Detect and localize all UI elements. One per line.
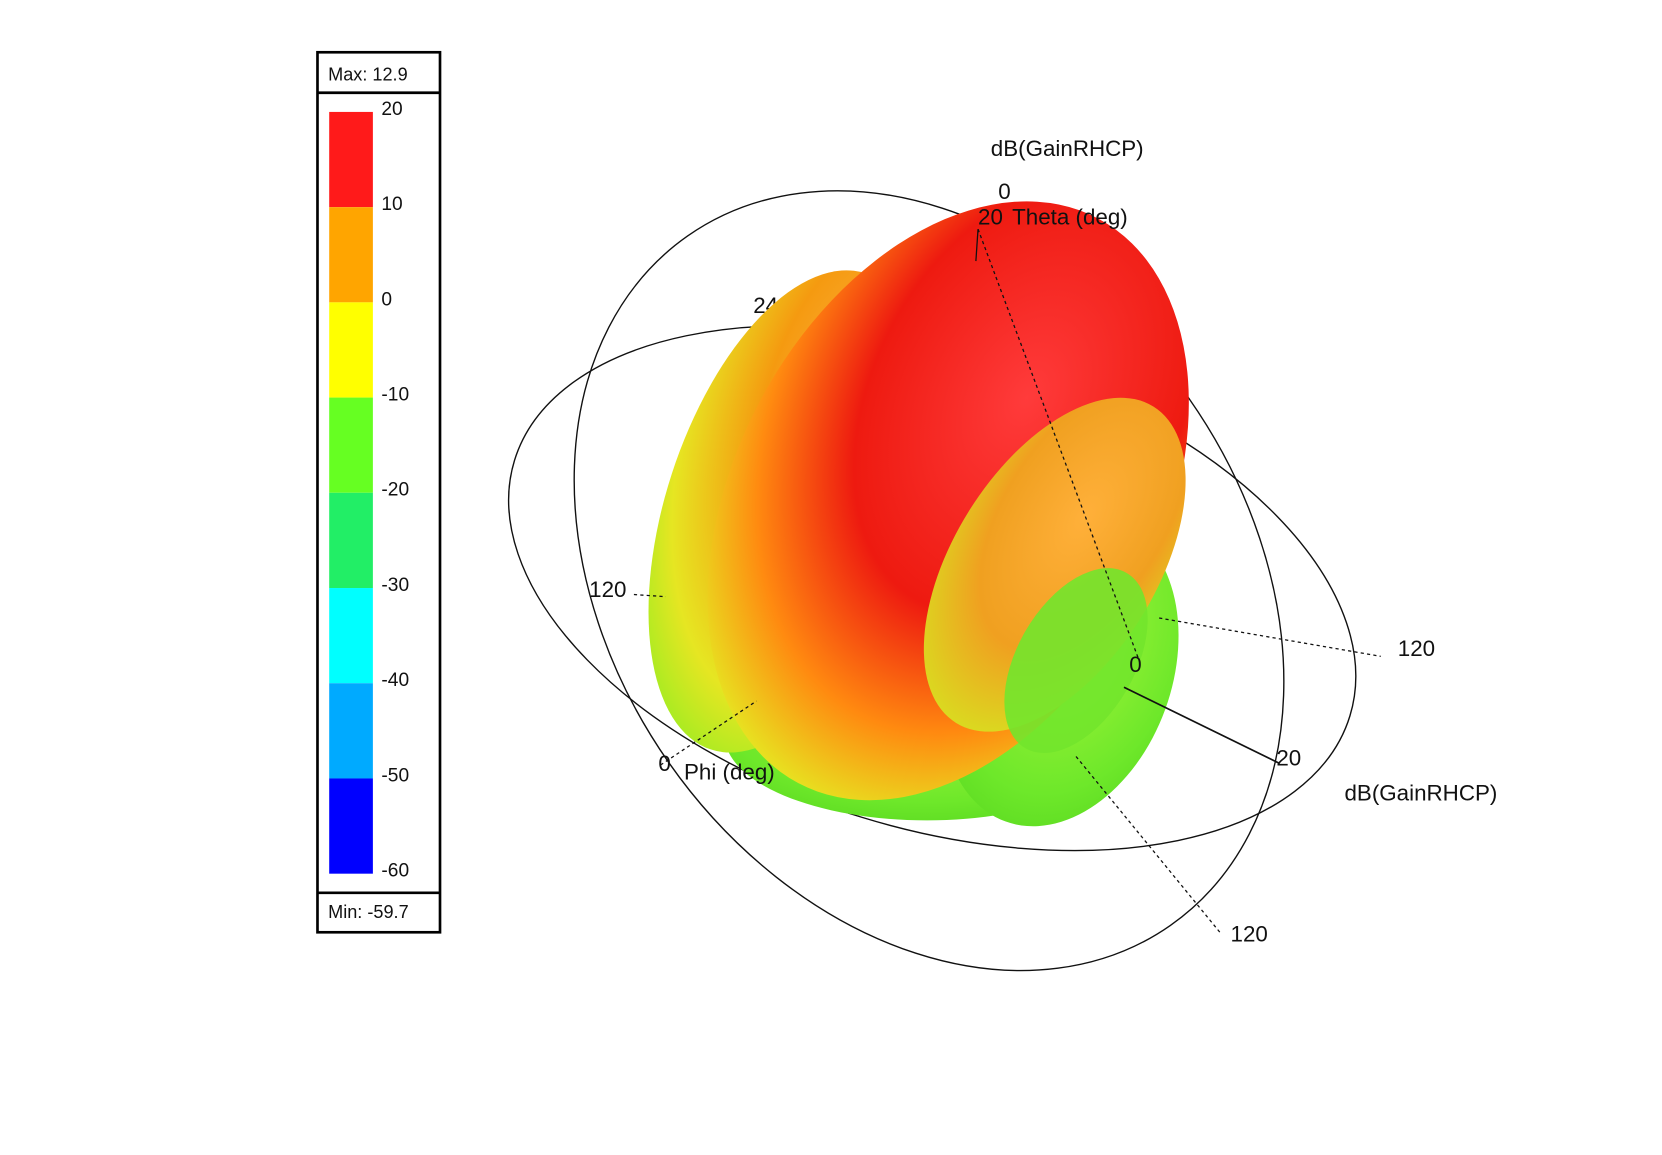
color-band <box>329 683 373 779</box>
min-label: Min: -59.7 <box>328 902 409 922</box>
colorbar-tick-label: -30 <box>381 575 409 596</box>
axis-annotation: 20 <box>1276 746 1301 771</box>
colorbar-tick-label: -40 <box>381 670 409 691</box>
axis-left <box>633 593 666 598</box>
color-band <box>329 778 373 874</box>
lobe-inner <box>1004 568 1148 754</box>
axis-x <box>1075 756 1221 933</box>
colorbar-tick-label: 0 <box>381 289 392 310</box>
colorbar-tick-label: -20 <box>381 480 409 501</box>
colorbar-tick-label: -60 <box>381 861 409 882</box>
axis-annotation: 20 <box>978 204 1003 229</box>
axis-annotation: 120 <box>589 577 626 602</box>
axis-tick <box>975 229 979 262</box>
colorbar-border <box>316 50 442 934</box>
colorbar-frame <box>316 50 442 934</box>
color-band <box>329 588 373 684</box>
colorbar-tick-label: -10 <box>381 385 409 406</box>
phi-axis <box>660 700 757 766</box>
axis-annotation: 0 <box>998 179 1010 204</box>
axis-annotation: 120 <box>1231 921 1268 946</box>
color-band <box>329 302 373 398</box>
color-band <box>329 492 373 589</box>
lobe-ring <box>923 397 1186 732</box>
axis-y <box>1159 617 1381 657</box>
max-label: Max: 12.9 <box>328 64 408 84</box>
radiation-pattern <box>648 201 1189 827</box>
colorbar-bands: 20 10 0 -10 -20 -30 -40 -50 -60 <box>329 99 409 882</box>
axis-annotation: Phi (deg) <box>684 759 775 784</box>
colorbar-tick-label: 10 <box>381 194 402 215</box>
theta-ring <box>573 190 1285 972</box>
axis-annotation: 0 <box>658 751 670 776</box>
axis-annotation: 0 <box>1129 652 1141 677</box>
color-band <box>329 397 373 493</box>
axes <box>633 228 1381 933</box>
axis-annotation: dB(GainRHCP) <box>991 136 1144 161</box>
axis-annotation: dB(GainRHCP) <box>1345 781 1498 806</box>
colorbar-tick-label: 20 <box>381 99 402 120</box>
color-band <box>329 207 373 303</box>
axis-annotation: Theta (deg) <box>1012 204 1128 229</box>
colorbar-tick-label: -50 <box>381 765 409 786</box>
axis-annotation: 120 <box>1398 636 1435 661</box>
color-band <box>329 111 373 208</box>
theta-axis <box>977 228 1141 663</box>
gain-axis <box>1123 686 1279 764</box>
